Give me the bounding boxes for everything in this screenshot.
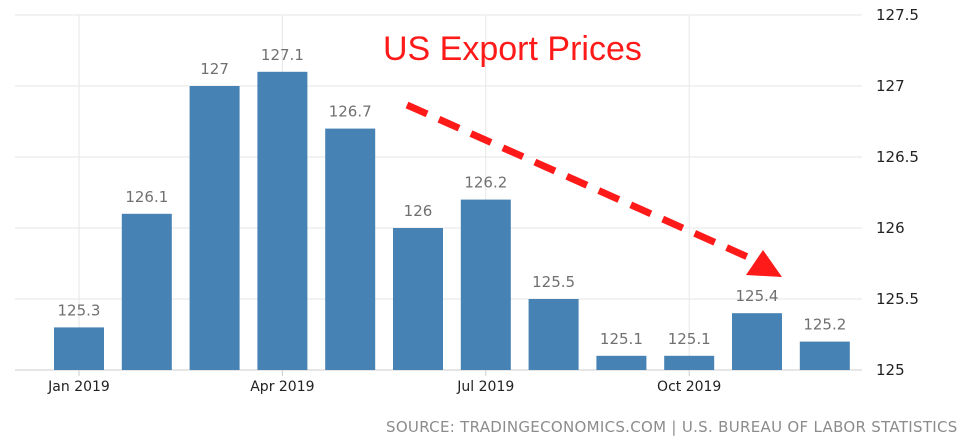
bar [528, 299, 579, 370]
x-tick-label: Apr 2019 [250, 379, 314, 395]
data-label: 126.2 [464, 174, 507, 192]
bar [257, 71, 308, 371]
bar [596, 355, 647, 370]
data-label: 125.1 [600, 330, 643, 348]
bar [732, 313, 782, 370]
y-tick-label: 127 [876, 77, 905, 95]
bar [54, 327, 104, 370]
bar [121, 213, 172, 370]
data-label: 125.2 [803, 316, 846, 334]
y-tick-label: 126 [876, 219, 905, 237]
bar [799, 341, 850, 370]
bars [54, 71, 850, 371]
y-tick-label: 125.5 [876, 290, 919, 308]
data-label: 125.1 [668, 330, 711, 348]
bar [393, 228, 443, 370]
x-tick-label: Jul 2019 [456, 379, 514, 395]
data-label: 126.1 [125, 188, 168, 206]
y-tick-label: 125 [876, 361, 905, 379]
data-labels: 125.3 126.1 127 127.1 126.7 126 126.2 125.5 125.… [58, 46, 847, 348]
y-tick-label: 127.5 [876, 6, 919, 24]
y-tick-label: 126.5 [876, 148, 919, 166]
red-dashed-down-trend-arrow-icon [405, 101, 782, 277]
y-axis: 125 125.5 126 126.5 127 127.5 [876, 6, 919, 379]
data-label: 126.7 [329, 103, 372, 121]
x-tick-label: Jan 2019 [47, 379, 110, 395]
bar [325, 128, 376, 370]
data-label: 125.5 [532, 273, 575, 291]
bar [189, 86, 240, 370]
data-label: 125.4 [736, 287, 779, 305]
x-tick-label: Oct 2019 [657, 379, 721, 395]
bar [664, 355, 715, 370]
arrow-head [746, 250, 782, 277]
data-label: 125.3 [58, 301, 101, 319]
chart-title: US Export Prices [383, 30, 642, 68]
bar [460, 199, 511, 370]
x-axis: Jan 2019 Apr 2019 Jul 2019 Oct 2019 [47, 370, 721, 395]
data-label: 126 [404, 202, 433, 220]
data-label: 127.1 [261, 46, 304, 64]
arrow-shaft [405, 101, 752, 262]
source-note: SOURCE: TRADINGECONOMICS.COM | U.S. BURE… [386, 418, 958, 436]
data-label: 127 [200, 60, 229, 78]
